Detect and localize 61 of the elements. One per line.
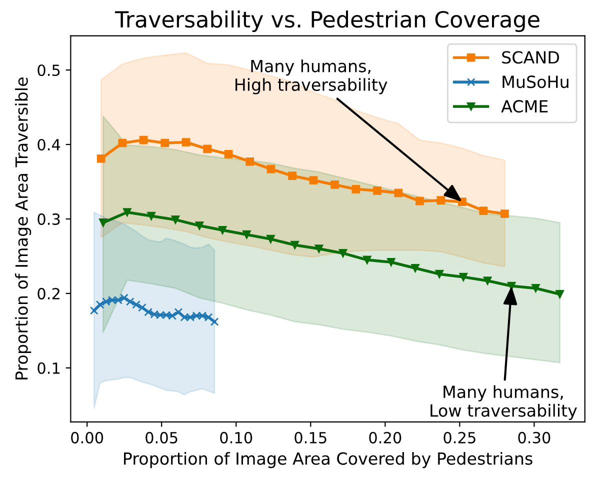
legend-label: SCAND — [502, 51, 559, 64]
x-tick-label: 0.20 — [369, 432, 402, 444]
x-tick-label: 0.00 — [71, 432, 104, 444]
x-tick-label: 0.10 — [220, 432, 252, 444]
point — [174, 308, 183, 316]
point — [266, 234, 275, 244]
point — [411, 264, 420, 272]
point — [435, 270, 444, 278]
point — [436, 196, 446, 205]
point — [330, 180, 339, 189]
point — [500, 210, 509, 218]
point — [242, 230, 251, 239]
point — [203, 144, 212, 154]
legend-label: ACME — [501, 100, 548, 113]
point — [99, 218, 108, 227]
point — [139, 136, 148, 144]
point — [96, 154, 106, 163]
point — [210, 318, 219, 326]
point — [314, 244, 324, 253]
point — [362, 256, 372, 264]
point — [386, 258, 396, 266]
y-tick-label: 0.5 — [38, 64, 60, 76]
point — [479, 206, 488, 215]
point — [182, 138, 190, 146]
chart-title: Traversability vs. Pedestrian Coverage — [114, 10, 540, 32]
point — [416, 196, 424, 206]
point — [171, 216, 180, 224]
point — [266, 164, 276, 174]
y-tick-label: 0.4 — [38, 138, 60, 151]
y-tick-label: 0.2 — [38, 288, 60, 300]
point — [532, 284, 540, 292]
x-tick-label: 0.25 — [444, 432, 476, 444]
point — [338, 249, 348, 258]
point — [123, 208, 132, 216]
point — [147, 212, 156, 220]
point — [160, 138, 170, 148]
point — [309, 176, 318, 184]
x-tick-label: 0.05 — [146, 432, 178, 444]
point — [483, 276, 492, 285]
point — [218, 226, 227, 234]
point — [118, 138, 127, 148]
x-tick-label: 0.30 — [518, 432, 550, 444]
point — [224, 150, 233, 158]
point — [195, 222, 204, 230]
y-tick-label: 0.1 — [38, 362, 60, 374]
point — [290, 240, 300, 250]
legend-label: MuSoHu — [502, 76, 568, 88]
point — [246, 157, 254, 166]
annotation: Many humans, Low traversability — [430, 385, 577, 420]
point — [556, 290, 564, 298]
y-axis-title: Proportion of Image Area Traversible — [14, 78, 32, 380]
point — [394, 188, 403, 198]
y-tick-label: 0.3 — [38, 213, 60, 225]
x-tick-label: 0.15 — [294, 432, 326, 444]
annotation: Many humans, High traversability — [235, 59, 388, 94]
point — [459, 272, 468, 282]
point — [373, 186, 382, 195]
point — [90, 306, 98, 315]
point — [352, 185, 360, 194]
x-axis-title: Proportion of Image Area Covered by Pedestrians — [124, 452, 532, 468]
point — [288, 172, 296, 180]
